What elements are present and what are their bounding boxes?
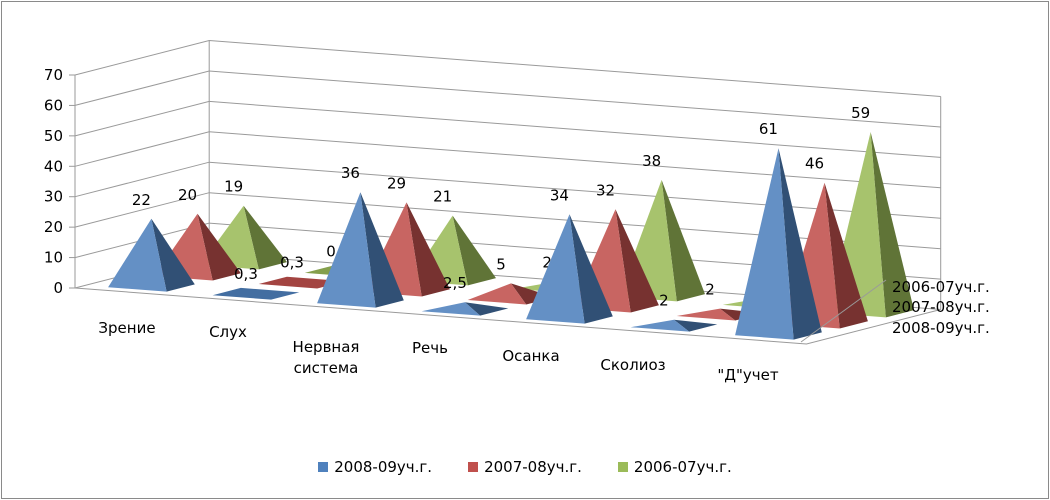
y-tick-label: 30 [44, 188, 63, 206]
depth-axis-label: 2008-09уч.г. [892, 319, 990, 337]
data-label: 2 [542, 253, 552, 271]
y-tick-label: 70 [44, 66, 63, 84]
depth-axis-label: 2007-08уч.г. [892, 298, 990, 316]
category-label: Речь [412, 339, 448, 357]
data-label: 2 [705, 281, 715, 299]
pyramid-bar [108, 218, 195, 292]
category-label: "Д"учет [717, 366, 778, 384]
chart-legend: 2008-09уч.г. 2007-08уч.г. 2006-07уч.г. [0, 458, 1050, 476]
pyramid-bar [630, 319, 718, 332]
legend-label: 2006-07уч.г. [633, 458, 732, 476]
pyramid-face [406, 202, 450, 297]
pyramid-face [661, 179, 705, 302]
pyramid-face [317, 192, 376, 308]
data-label: 0,3 [234, 265, 258, 283]
data-label: 38 [642, 152, 661, 170]
pyramid-face [615, 209, 659, 313]
y-tick-label: 50 [44, 127, 63, 145]
data-label: 2 [659, 292, 669, 310]
category-label: Зрение [98, 319, 155, 337]
data-label: 46 [805, 155, 824, 173]
pyramid-face [870, 132, 914, 318]
pyramid-face [630, 319, 690, 332]
data-label: 19 [224, 178, 243, 196]
category-label: Сколиоз [600, 356, 665, 374]
data-label: 61 [759, 120, 778, 138]
y-tick-label: 60 [44, 96, 63, 114]
pyramid-face [676, 308, 736, 321]
pyramid-face [360, 192, 404, 308]
data-label: 20 [178, 186, 197, 204]
pyramid-bar [421, 302, 509, 316]
legend-swatch [468, 462, 479, 472]
y-tick-label: 10 [44, 249, 63, 267]
pyramid-bar [526, 214, 613, 324]
y-tick-label: 40 [44, 157, 63, 175]
pyramid-face [569, 214, 613, 324]
data-label: 36 [341, 164, 360, 182]
pyramid-face [258, 276, 346, 289]
pyramid-bar [317, 192, 404, 308]
pyramid-face [467, 283, 527, 305]
pyramid-face [674, 319, 718, 332]
legend-swatch [318, 462, 329, 472]
pyramid-face [824, 182, 868, 329]
data-label: 0,3 [280, 254, 304, 272]
depth-axis-label: 2006-07уч.г. [892, 278, 990, 296]
category-label: Осанка [502, 347, 559, 365]
data-label: 5 [496, 255, 506, 273]
legend-item: 2006-07уч.г. [617, 458, 732, 476]
pyramid-face [778, 148, 822, 340]
pyramid-face [151, 218, 195, 292]
data-label: 22 [132, 191, 151, 209]
y-tick-label: 0 [53, 279, 63, 297]
gridline-50 [74, 100, 941, 158]
legend-item: 2008-09уч.г. [318, 458, 432, 476]
floor-edge [74, 287, 941, 345]
legend-swatch [617, 462, 628, 472]
gridline-70 [74, 39, 941, 97]
pyramid-face [526, 214, 585, 324]
pyramid-face [197, 213, 241, 281]
pyramid-face [212, 287, 300, 300]
pyramid-bar [258, 276, 346, 289]
legend-item: 2007-08уч.г. [468, 458, 582, 476]
data-label: 2,5 [443, 274, 467, 292]
gridline-60 [74, 70, 941, 128]
pyramid-face [108, 218, 167, 292]
category-label: Слух [209, 323, 247, 341]
legend-label: 2007-08уч.г. [484, 458, 582, 476]
pyramid-face [421, 302, 481, 316]
pyramid-face [735, 148, 794, 340]
pyramid-face [464, 302, 509, 316]
data-label: 32 [596, 181, 615, 199]
pyramid-bar [735, 148, 822, 340]
data-label: 34 [550, 186, 569, 204]
data-label: 29 [387, 174, 406, 192]
pyramid-face [452, 215, 496, 286]
legend-label: 2008-09уч.г. [334, 458, 433, 476]
pyramid-face [243, 205, 287, 270]
pyramid-bar [212, 287, 300, 300]
y-tick-label: 20 [44, 218, 63, 236]
depth-axis [800, 279, 887, 343]
category-label: Нервная система [293, 338, 360, 377]
data-label: 59 [851, 104, 870, 122]
data-label: 21 [433, 188, 452, 206]
